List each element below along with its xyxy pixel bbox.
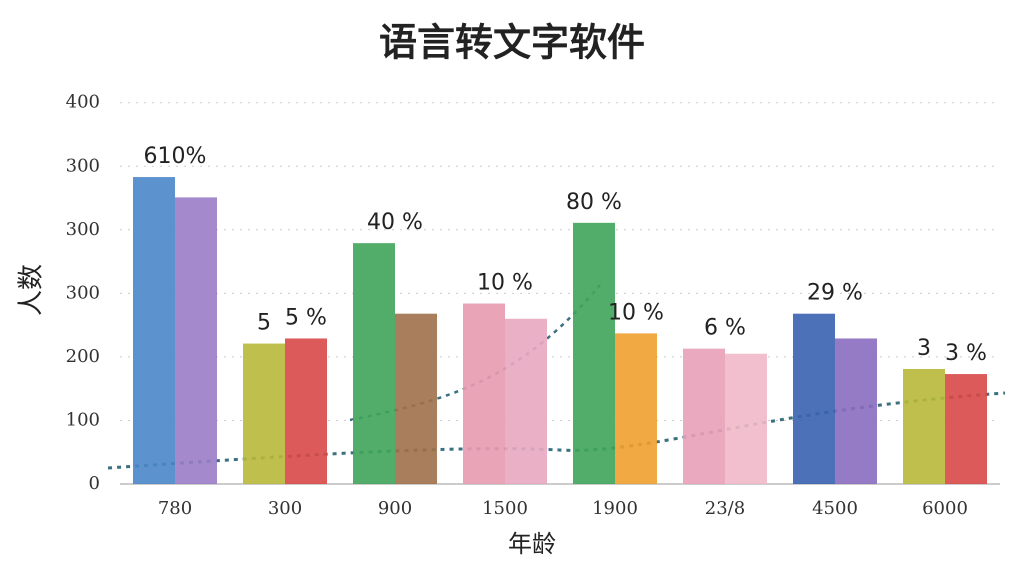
x-tick-label: 23/8 <box>705 498 745 519</box>
data-label: 80 % <box>566 190 622 215</box>
x-tick-label: 300 <box>268 498 302 519</box>
x-tick-label: 6000 <box>922 498 968 519</box>
bar <box>945 374 987 484</box>
bar <box>835 338 877 484</box>
x-tick-label: 900 <box>378 498 412 519</box>
data-label: 610% <box>144 144 207 169</box>
bar <box>793 313 835 484</box>
x-tick-label: 4500 <box>812 498 858 519</box>
data-label: 5 % <box>285 305 327 330</box>
bar <box>463 303 505 484</box>
data-label: 3 <box>917 336 931 361</box>
y-axis-label: 人数 <box>17 264 47 316</box>
bar <box>285 338 327 484</box>
y-tick-label: 400 <box>66 92 100 113</box>
y-tick-label: 100 <box>66 409 100 430</box>
y-tick-label: 200 <box>66 346 100 367</box>
x-tick-label: 1500 <box>482 498 528 519</box>
data-label: 5 <box>257 311 271 336</box>
bar <box>725 353 767 484</box>
data-label: 29 % <box>807 281 863 306</box>
bar <box>573 222 615 484</box>
data-label: 10 % <box>608 300 664 325</box>
bar <box>615 333 657 484</box>
x-tick-label: 780 <box>158 498 192 519</box>
y-tick-label: 300 <box>66 155 100 176</box>
x-tick-label: 1900 <box>592 498 638 519</box>
bar <box>175 197 217 484</box>
y-tick-label: 300 <box>66 282 100 303</box>
bar <box>395 313 437 484</box>
x-axis-label: 年龄 <box>508 530 556 558</box>
data-label: 3 % <box>945 341 987 366</box>
bar <box>903 368 945 484</box>
data-label: 10 % <box>477 271 533 296</box>
bar <box>243 343 285 484</box>
chart-title: 语言转文字软件 <box>379 21 645 65</box>
bar <box>353 243 395 484</box>
y-tick-label: 300 <box>66 219 100 240</box>
data-label: 6 % <box>704 316 746 341</box>
bar <box>683 348 725 484</box>
y-tick-label: 0 <box>89 473 100 494</box>
bar <box>505 318 547 484</box>
data-label: 40 % <box>367 210 423 235</box>
bar <box>133 177 175 485</box>
